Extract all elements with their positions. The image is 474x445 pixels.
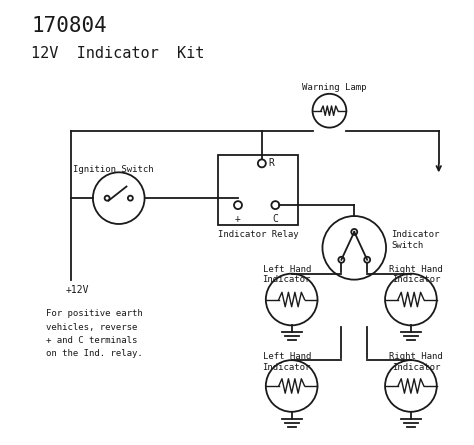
Text: Warning Lamp: Warning Lamp	[302, 83, 366, 92]
Text: Left Hand
Indicator: Left Hand Indicator	[263, 265, 311, 284]
Text: Indicator Relay: Indicator Relay	[218, 230, 298, 239]
Text: Left Hand
Indicator: Left Hand Indicator	[263, 352, 311, 372]
Text: C: C	[273, 214, 278, 224]
Text: +: +	[235, 214, 241, 224]
Circle shape	[128, 196, 133, 201]
Text: For positive earth
vehicles, reverse
+ and C terminals
on the Ind. relay.: For positive earth vehicles, reverse + a…	[46, 309, 143, 358]
Text: +12V: +12V	[66, 285, 90, 295]
Text: 170804: 170804	[31, 16, 107, 36]
Circle shape	[105, 196, 109, 201]
Bar	[218, 155, 298, 225]
Text: Right Hand
Indicator: Right Hand Indicator	[389, 352, 443, 372]
Text: R: R	[269, 158, 274, 168]
Text: 12V  Indicator  Kit: 12V Indicator Kit	[31, 46, 205, 61]
Text: Indicator
Switch: Indicator Switch	[391, 230, 439, 250]
Text: Right Hand
Indicator: Right Hand Indicator	[389, 265, 443, 284]
Text: Ignition Switch: Ignition Switch	[73, 166, 154, 174]
